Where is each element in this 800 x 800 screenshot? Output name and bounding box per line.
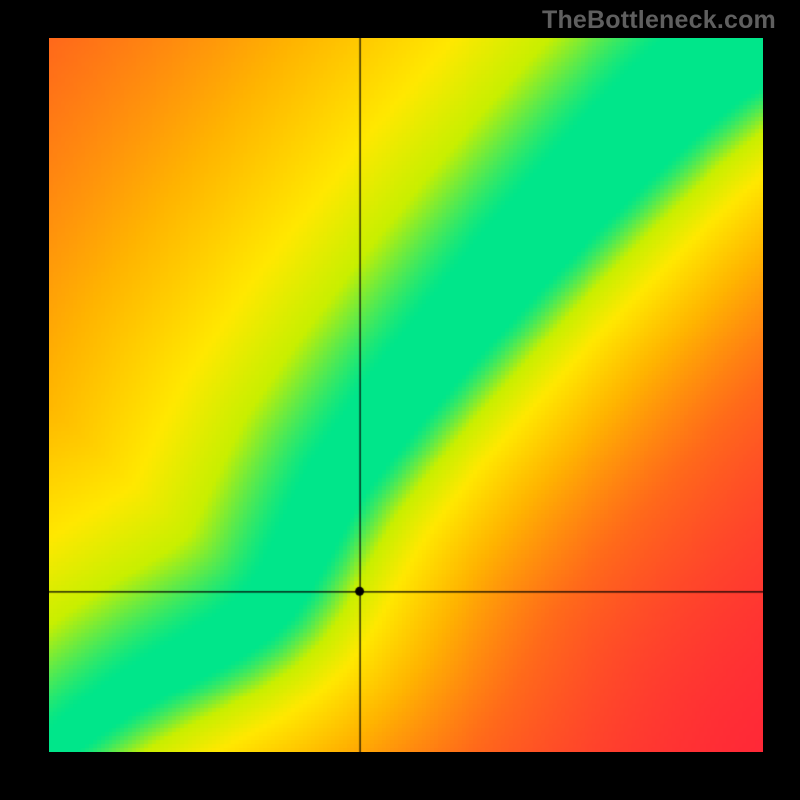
- bottleneck-heatmap: [49, 38, 763, 752]
- watermark-text: TheBottleneck.com: [542, 6, 776, 35]
- figure-container: TheBottleneck.com: [0, 0, 800, 800]
